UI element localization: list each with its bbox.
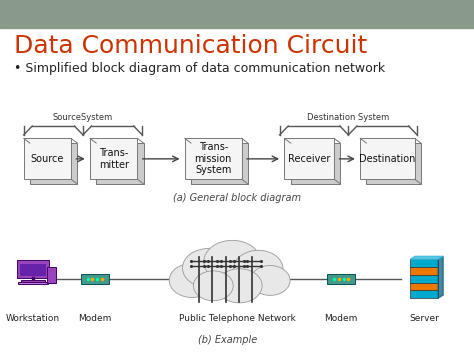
Circle shape bbox=[182, 248, 235, 288]
Circle shape bbox=[193, 271, 233, 301]
FancyBboxPatch shape bbox=[366, 143, 421, 184]
Circle shape bbox=[204, 240, 261, 283]
Text: Workstation: Workstation bbox=[6, 314, 60, 323]
FancyBboxPatch shape bbox=[46, 267, 56, 283]
Circle shape bbox=[169, 263, 215, 297]
Circle shape bbox=[217, 269, 262, 303]
Text: Modem: Modem bbox=[325, 314, 358, 323]
FancyBboxPatch shape bbox=[185, 138, 242, 179]
FancyBboxPatch shape bbox=[20, 264, 46, 276]
Text: Modem: Modem bbox=[78, 314, 111, 323]
Text: Server: Server bbox=[409, 314, 439, 323]
FancyBboxPatch shape bbox=[30, 143, 77, 184]
Text: Destination: Destination bbox=[359, 154, 416, 164]
Text: • Simplified block diagram of data communication network: • Simplified block diagram of data commu… bbox=[14, 62, 385, 75]
FancyBboxPatch shape bbox=[410, 267, 438, 275]
FancyBboxPatch shape bbox=[410, 290, 438, 298]
Text: Public Telephone Network: Public Telephone Network bbox=[179, 314, 295, 323]
Text: (b) Example: (b) Example bbox=[198, 335, 257, 345]
Text: SourceSystem: SourceSystem bbox=[53, 113, 113, 122]
FancyBboxPatch shape bbox=[17, 261, 49, 278]
Text: Receiver: Receiver bbox=[288, 154, 330, 164]
Text: Destination System: Destination System bbox=[307, 113, 390, 122]
Circle shape bbox=[250, 266, 290, 295]
FancyBboxPatch shape bbox=[291, 143, 340, 184]
FancyBboxPatch shape bbox=[410, 275, 438, 283]
FancyBboxPatch shape bbox=[191, 143, 248, 184]
Polygon shape bbox=[438, 256, 443, 298]
Text: (a) General block diagram: (a) General block diagram bbox=[173, 193, 301, 203]
FancyBboxPatch shape bbox=[410, 259, 438, 267]
FancyBboxPatch shape bbox=[90, 138, 137, 179]
FancyBboxPatch shape bbox=[18, 282, 48, 284]
FancyBboxPatch shape bbox=[327, 273, 356, 284]
Text: Trans-
mitter: Trans- mitter bbox=[99, 148, 129, 170]
FancyBboxPatch shape bbox=[24, 138, 71, 179]
FancyBboxPatch shape bbox=[21, 280, 45, 282]
Text: Data Communication Circuit: Data Communication Circuit bbox=[14, 34, 367, 58]
Text: Source: Source bbox=[31, 154, 64, 164]
FancyBboxPatch shape bbox=[410, 283, 438, 290]
Circle shape bbox=[234, 250, 283, 287]
Text: Trans-
mission
System: Trans- mission System bbox=[195, 142, 232, 175]
FancyBboxPatch shape bbox=[284, 138, 334, 179]
Polygon shape bbox=[410, 256, 443, 259]
Bar bbox=[0, 0, 474, 28]
FancyBboxPatch shape bbox=[360, 138, 415, 179]
FancyBboxPatch shape bbox=[96, 143, 144, 184]
FancyBboxPatch shape bbox=[81, 273, 109, 284]
